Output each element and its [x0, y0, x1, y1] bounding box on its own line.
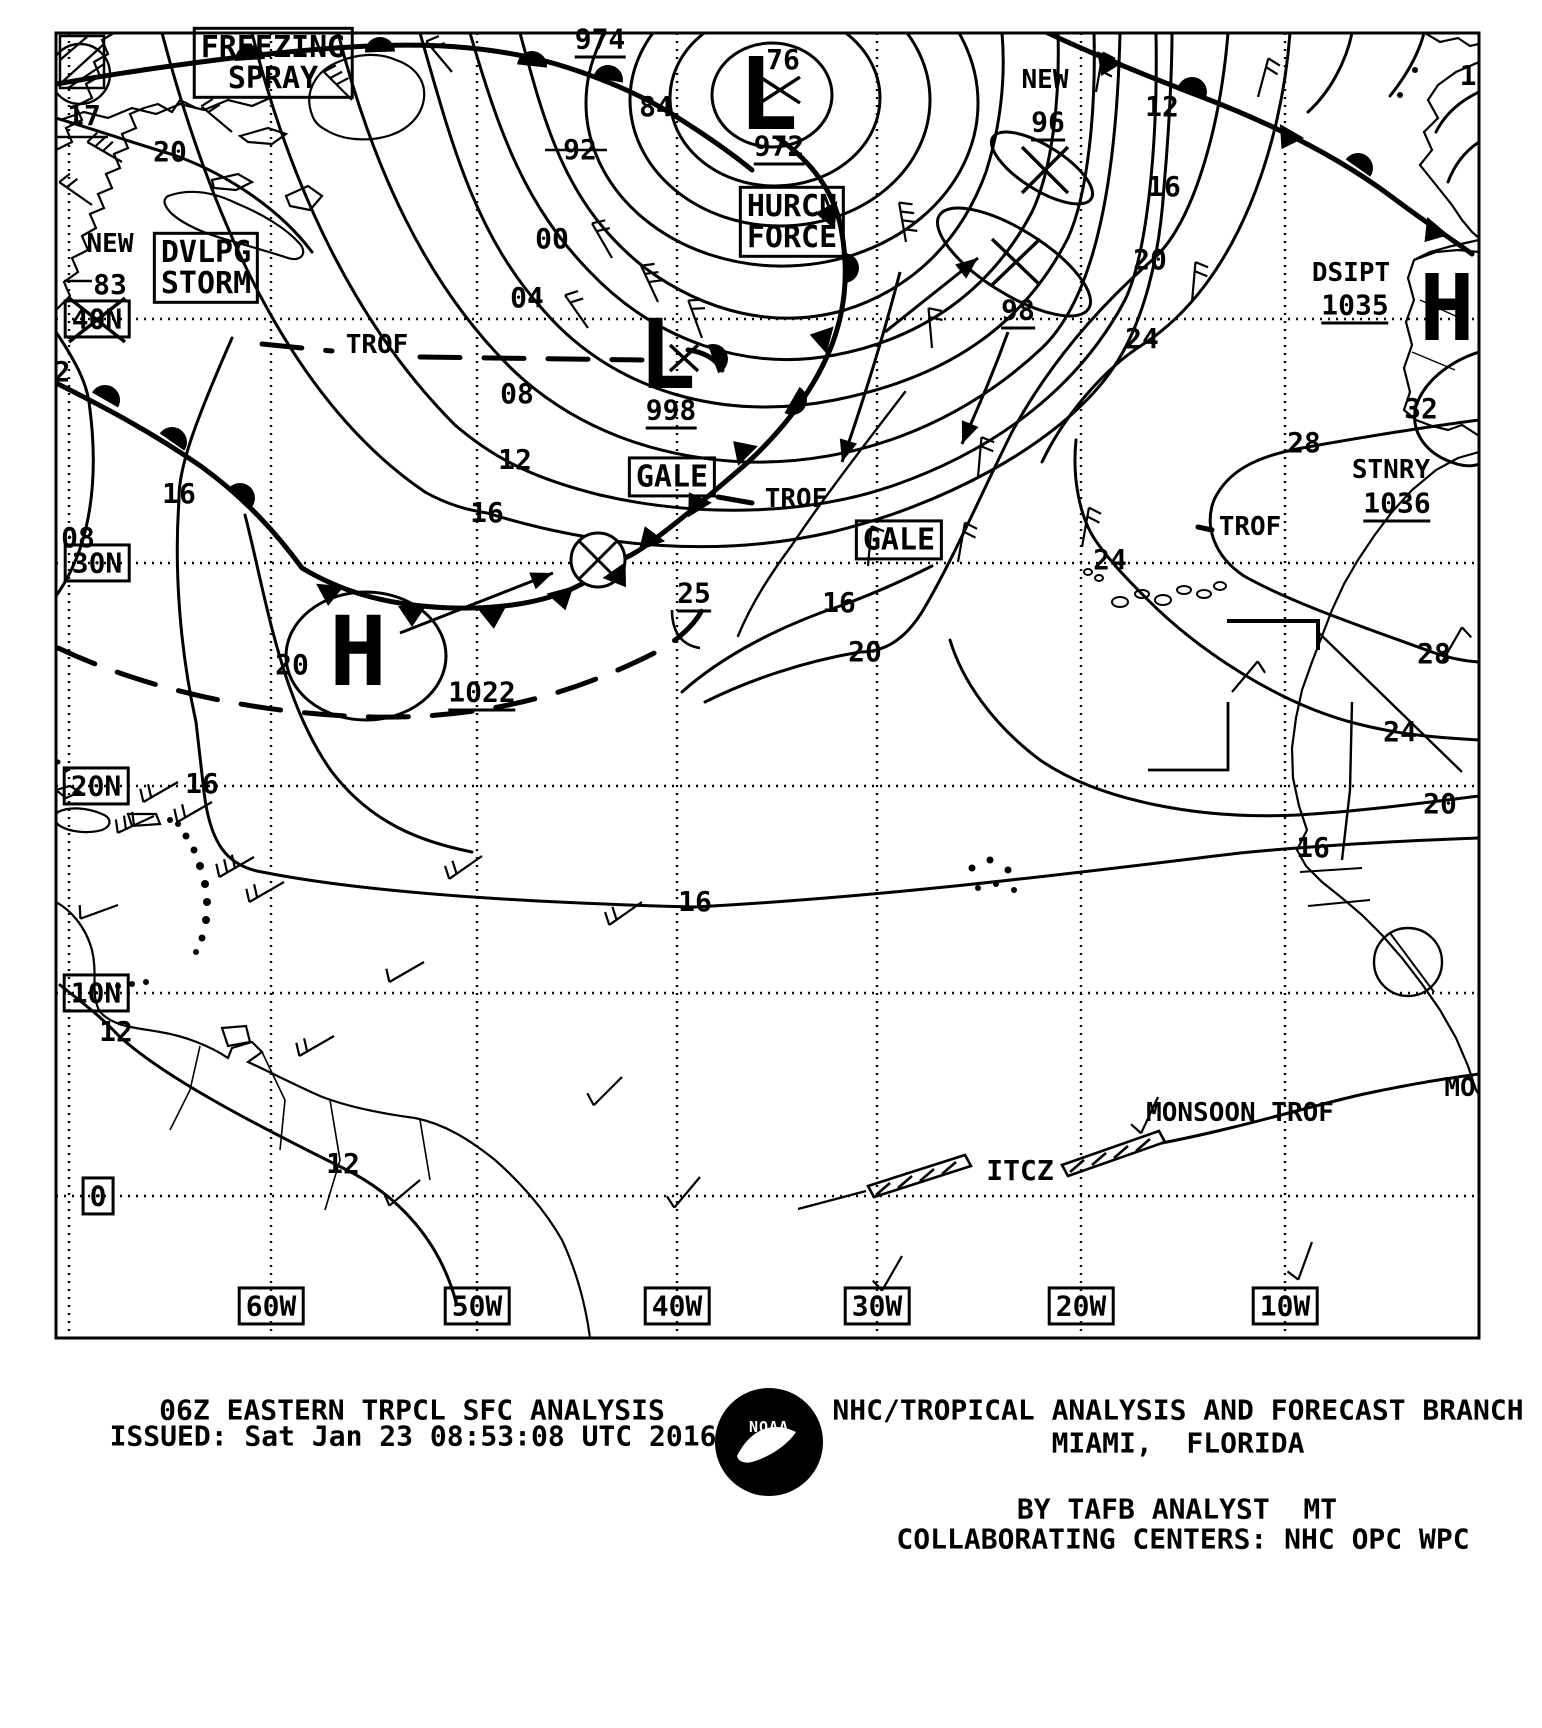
map-label: 16: [470, 496, 504, 529]
freezing-spray-warning: FREEZING SPRAY: [192, 26, 354, 100]
map-label: 92: [563, 133, 597, 166]
map-label: 972: [753, 132, 805, 166]
map-label: TROF: [1218, 512, 1282, 542]
map-label: 08: [500, 377, 534, 410]
map-label: TROF: [764, 484, 828, 514]
map-label: MO: [1444, 1073, 1476, 1103]
map-label: 24: [1125, 322, 1159, 355]
map-label: 974: [574, 25, 626, 59]
noaa-logo-text: NOAA: [748, 1418, 790, 1436]
map-label: 83: [93, 268, 127, 301]
map-label: NEW: [86, 229, 134, 259]
map-label: 08: [61, 521, 95, 554]
latitude-label: 30N: [63, 543, 131, 583]
agency-name: NHC/TROPICAL ANALYSIS AND FORECAST BRANC…: [832, 1393, 1524, 1427]
map-label: DSIPT: [1311, 258, 1391, 288]
low-center-x-marks: [67, 75, 1070, 373]
coastlines: [56, 33, 1479, 1338]
political-boundaries: [1148, 619, 1463, 998]
map-label: 12: [326, 1147, 360, 1180]
longitude-label: 60W: [237, 1286, 305, 1326]
warm-front: [56, 42, 755, 173]
map-label: NEW: [1021, 65, 1069, 95]
map-label: 1035: [1321, 291, 1389, 325]
map-label: 20: [848, 635, 882, 668]
map-label: 20: [1133, 243, 1167, 276]
map-label: 24: [1093, 543, 1127, 576]
map-label: 16: [1147, 170, 1181, 203]
map-label: 98: [1001, 296, 1035, 330]
trof-dashed-lines: [56, 341, 1215, 720]
map-label: 998: [645, 396, 697, 430]
gale-warning: GALE: [854, 519, 944, 561]
front-symbols-and-wind-barbs: [58, 35, 1473, 1292]
map-label: 16: [1296, 831, 1330, 864]
station-marks: [56, 135, 701, 650]
canary-islands: [1083, 568, 1227, 608]
map-label: 16: [162, 477, 196, 510]
latitude-label: 20N: [62, 766, 130, 806]
map-label: 1: [1459, 59, 1477, 92]
map-label: 12: [498, 443, 532, 476]
longitude-label: 40W: [643, 1286, 711, 1326]
map-label: ITCZ: [986, 1154, 1054, 1187]
longitude-label: 50W: [443, 1286, 511, 1326]
map-label: 20: [1423, 787, 1457, 820]
latitude-label: 10N: [62, 973, 130, 1013]
map-label: 2: [53, 355, 71, 388]
map-label: 1022: [448, 678, 516, 712]
analyst-credit: BY TAFB ANALYST MT: [1016, 1492, 1338, 1526]
map-label: 32: [1404, 392, 1438, 425]
high-center: H: [329, 596, 387, 708]
itcz-monsoon-trof: [797, 1072, 1479, 1211]
latitude-longitude-grid: [56, 33, 1479, 1338]
latitude-label: 40N: [63, 299, 131, 339]
map-label: 24: [1383, 715, 1417, 748]
gale-warning: GALE: [627, 456, 717, 498]
isobars: [56, 33, 1479, 1304]
map-label: 04: [510, 281, 544, 314]
map-label: 28: [1417, 637, 1451, 670]
map-label: 12: [1145, 90, 1179, 123]
chart-title: 06Z EASTERN TRPCL SFC ANALYSIS: [159, 1393, 665, 1427]
map-label: 16: [678, 885, 712, 918]
agency-location: MIAMI, FLORIDA: [1051, 1426, 1305, 1460]
issued-timestamp: ISSUED: Sat Jan 23 08:53:08 UTC 2016: [109, 1419, 717, 1453]
map-label: 16: [822, 586, 856, 619]
map-label: 17: [67, 99, 101, 132]
map-label: 84: [639, 90, 673, 123]
map-label: 25: [677, 579, 711, 613]
map-label: 16: [185, 767, 219, 800]
map-label: 28: [1287, 426, 1321, 459]
stationary-front: [56, 380, 605, 611]
collaborating-centers: COLLABORATING CENTERS: NHC OPC WPC: [896, 1522, 1470, 1556]
longitude-label: 30W: [843, 1286, 911, 1326]
map-label: 12: [99, 1015, 133, 1048]
developing-storm-warning: DVLPG STORM: [152, 231, 260, 305]
longitude-label: 20W: [1047, 1286, 1115, 1326]
map-label: 20: [153, 135, 187, 168]
low-center: L: [737, 36, 799, 153]
latitude-label: 0: [81, 1176, 115, 1216]
map-label: 96: [1031, 108, 1065, 142]
high-center: H: [1419, 255, 1475, 362]
map-label: 76: [766, 43, 800, 76]
map-label: 1036: [1363, 489, 1431, 523]
longitude-label: 10W: [1251, 1286, 1319, 1326]
hurricane-force-warning: HURCN FORCE: [738, 185, 846, 259]
map-label: 00: [535, 222, 569, 255]
low-center: L: [638, 299, 696, 411]
map-label: 20: [275, 648, 309, 681]
freezing-spray-area-symbol: [56, 34, 112, 106]
map-label: MONSOON TROF: [1146, 1098, 1334, 1128]
map-border: [54, 31, 1481, 1340]
map-label: TROF: [345, 330, 409, 360]
map-label: STNRY: [1351, 455, 1431, 485]
